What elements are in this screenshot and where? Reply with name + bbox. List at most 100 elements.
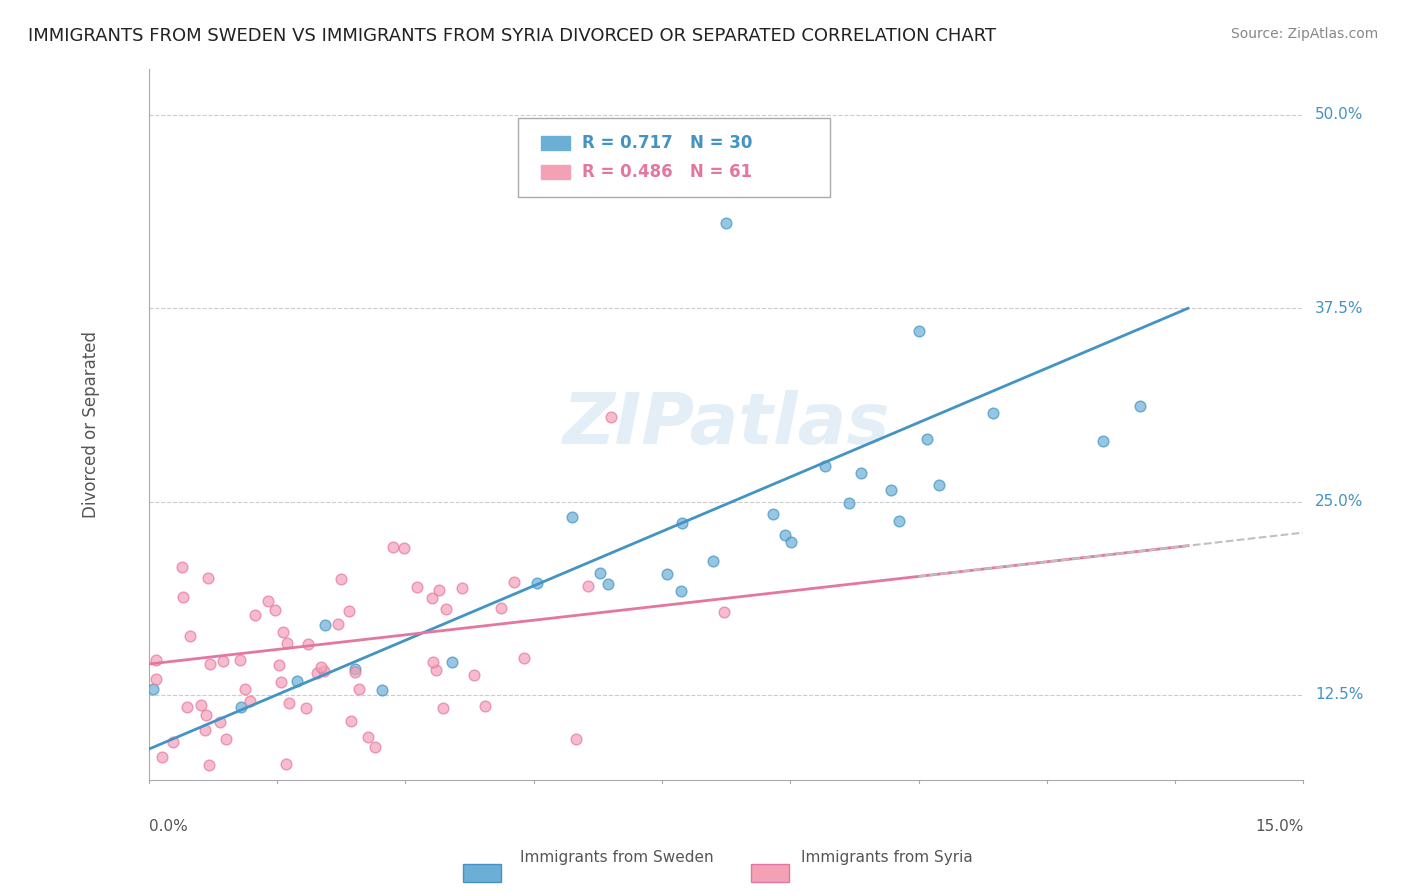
Immigrants from Syria xyxy=(427,582,450,597)
Immigrants from Syria xyxy=(599,409,621,424)
Immigrants from Syria xyxy=(198,657,221,671)
Immigrants from Syria xyxy=(425,663,447,677)
Immigrants from Syria xyxy=(513,651,536,665)
Text: 12.5%: 12.5% xyxy=(1315,688,1364,703)
Immigrants from Sweden xyxy=(849,466,872,480)
Immigrants from Syria xyxy=(239,694,262,708)
Immigrants from Sweden xyxy=(142,682,165,697)
Immigrants from Sweden xyxy=(714,216,737,230)
Immigrants from Sweden xyxy=(371,683,394,698)
Immigrants from Syria xyxy=(214,732,236,747)
Immigrants from Syria xyxy=(276,756,298,771)
Immigrants from Syria xyxy=(422,655,444,669)
Immigrants from Syria xyxy=(198,757,221,772)
Text: Immigrants from Syria: Immigrants from Syria xyxy=(801,850,973,865)
Immigrants from Sweden xyxy=(880,483,903,498)
Immigrants from Syria xyxy=(270,674,292,689)
Bar xyxy=(541,165,571,178)
Immigrants from Syria xyxy=(311,660,333,674)
Immigrants from Syria xyxy=(392,541,415,555)
Immigrants from Syria xyxy=(328,617,350,632)
Immigrants from Sweden xyxy=(596,577,619,591)
Immigrants from Syria xyxy=(337,604,360,618)
Text: 0.0%: 0.0% xyxy=(149,819,187,834)
Immigrants from Syria xyxy=(190,698,212,712)
Bar xyxy=(541,136,571,151)
Immigrants from Syria xyxy=(294,700,316,714)
Immigrants from Syria xyxy=(194,723,217,738)
Immigrants from Syria xyxy=(245,608,267,623)
Immigrants from Sweden xyxy=(981,406,1004,420)
Immigrants from Syria xyxy=(269,657,291,672)
Text: 15.0%: 15.0% xyxy=(1256,819,1303,834)
Text: Source: ZipAtlas.com: Source: ZipAtlas.com xyxy=(1230,27,1378,41)
Immigrants from Sweden xyxy=(589,566,612,580)
Immigrants from Syria xyxy=(565,731,588,746)
Immigrants from Syria xyxy=(489,600,512,615)
Immigrants from Syria xyxy=(329,572,352,586)
Immigrants from Syria xyxy=(264,603,287,617)
Immigrants from Sweden xyxy=(907,325,929,339)
Immigrants from Syria xyxy=(276,636,298,650)
Immigrants from Syria xyxy=(162,735,184,749)
Immigrants from Sweden xyxy=(229,699,252,714)
Immigrants from Syria xyxy=(434,602,457,616)
Immigrants from Syria xyxy=(474,699,496,714)
Immigrants from Sweden xyxy=(1129,400,1152,414)
Immigrants from Sweden xyxy=(441,655,464,669)
Immigrants from Sweden xyxy=(775,528,797,542)
Immigrants from Syria xyxy=(432,700,454,714)
Text: ZIPatlas: ZIPatlas xyxy=(562,390,890,458)
FancyBboxPatch shape xyxy=(519,119,830,196)
Text: 50.0%: 50.0% xyxy=(1315,107,1364,122)
Text: R = 0.486   N = 61: R = 0.486 N = 61 xyxy=(582,162,752,181)
Immigrants from Syria xyxy=(145,672,167,686)
Immigrants from Syria xyxy=(176,700,198,714)
Immigrants from Syria xyxy=(195,707,218,722)
Immigrants from Sweden xyxy=(915,432,938,446)
Immigrants from Syria xyxy=(347,682,370,697)
Immigrants from Syria xyxy=(211,654,233,668)
Text: IMMIGRANTS FROM SWEDEN VS IMMIGRANTS FROM SYRIA DIVORCED OR SEPARATED CORRELATIO: IMMIGRANTS FROM SWEDEN VS IMMIGRANTS FRO… xyxy=(28,27,997,45)
Immigrants from Syria xyxy=(503,574,526,589)
Immigrants from Syria xyxy=(381,540,404,554)
Immigrants from Syria xyxy=(420,591,443,605)
Immigrants from Syria xyxy=(179,629,201,643)
Immigrants from Syria xyxy=(344,665,367,680)
Immigrants from Syria xyxy=(405,580,427,594)
Immigrants from Sweden xyxy=(928,478,950,492)
Immigrants from Sweden xyxy=(343,661,366,675)
Immigrants from Syria xyxy=(172,590,194,604)
Immigrants from Sweden xyxy=(285,674,308,689)
Immigrants from Sweden xyxy=(314,618,336,632)
Immigrants from Sweden xyxy=(838,495,860,509)
Text: 37.5%: 37.5% xyxy=(1315,301,1364,316)
Text: Divorced or Separated: Divorced or Separated xyxy=(82,331,100,517)
Immigrants from Sweden xyxy=(814,458,837,473)
Immigrants from Syria xyxy=(278,696,301,710)
Immigrants from Syria xyxy=(256,594,278,608)
Immigrants from Syria xyxy=(305,666,328,681)
Immigrants from Sweden xyxy=(887,515,910,529)
Immigrants from Syria xyxy=(576,579,599,593)
Immigrants from Syria xyxy=(229,653,252,667)
Immigrants from Syria xyxy=(197,571,219,585)
Immigrants from Syria xyxy=(235,682,257,697)
Text: R = 0.717   N = 30: R = 0.717 N = 30 xyxy=(582,134,752,153)
Immigrants from Sweden xyxy=(702,554,724,568)
Immigrants from Syria xyxy=(314,664,336,678)
Immigrants from Syria xyxy=(145,653,167,667)
Immigrants from Syria xyxy=(271,625,294,640)
Text: 25.0%: 25.0% xyxy=(1315,494,1364,509)
Immigrants from Sweden xyxy=(526,575,548,590)
Immigrants from Syria xyxy=(340,714,363,729)
Immigrants from Sweden xyxy=(655,567,678,582)
Immigrants from Syria xyxy=(170,560,193,574)
Immigrants from Syria xyxy=(364,739,387,754)
Immigrants from Sweden xyxy=(561,510,583,524)
Text: Immigrants from Sweden: Immigrants from Sweden xyxy=(520,850,714,865)
Immigrants from Syria xyxy=(150,749,173,764)
Immigrants from Syria xyxy=(297,638,319,652)
Immigrants from Sweden xyxy=(669,583,692,598)
Immigrants from Syria xyxy=(463,668,485,682)
